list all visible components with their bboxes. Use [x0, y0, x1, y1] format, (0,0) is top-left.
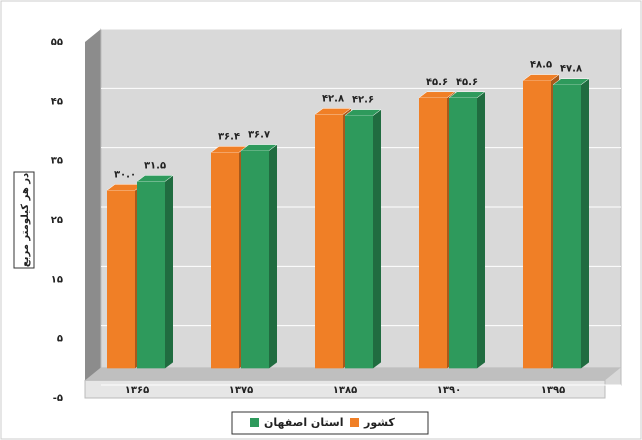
- bar: [137, 181, 165, 369]
- legend-label: کشور: [363, 416, 395, 429]
- bar: [107, 190, 135, 369]
- bar: [211, 152, 239, 369]
- y-tick-label: ۴۵: [51, 96, 63, 107]
- legend-swatch: [350, 418, 359, 427]
- bar-side: [477, 91, 485, 369]
- y-axis-label-group: در هر کیلومتر مربع: [13, 171, 35, 269]
- left-wall: [85, 29, 101, 398]
- y-tick-label: ۱۵: [51, 274, 63, 285]
- bar: [523, 80, 551, 369]
- bar: [345, 115, 373, 369]
- value-label: ۴۸.۵: [530, 60, 552, 71]
- bar-side: [165, 175, 173, 369]
- x-tick-label: ۱۳۸۵: [333, 385, 357, 396]
- y-tick-label: ۵: [57, 334, 63, 345]
- y-tick-label: -۵: [53, 393, 63, 404]
- value-label: ۳۱.۵: [144, 160, 166, 171]
- y-tick-label: ۲۵: [51, 215, 63, 226]
- bar-side: [373, 109, 381, 369]
- y-tick-label: ۳۵: [51, 156, 63, 167]
- bar-side: [269, 144, 277, 369]
- x-tick-label: ۱۳۹۵: [541, 385, 565, 396]
- bar: [241, 150, 269, 369]
- value-label: ۴۲.۸: [322, 93, 344, 104]
- bar: [553, 84, 581, 369]
- y-tick-label: ۵۵: [51, 37, 63, 48]
- legend-swatch: [250, 418, 259, 427]
- legend-label: استان اصفهان: [264, 416, 344, 429]
- value-label: ۳۶.۴: [218, 131, 240, 142]
- bar-side: [581, 78, 589, 369]
- value-label: ۴۷.۸: [560, 64, 582, 75]
- bar: [419, 97, 447, 369]
- value-label: ۳۰.۰: [114, 169, 136, 180]
- y-axis-label: در هر کیلومتر مربع: [20, 173, 31, 267]
- floor: [85, 367, 621, 381]
- x-tick-label: ۱۳۷۵: [229, 385, 253, 396]
- value-label: ۴۵.۶: [426, 77, 448, 88]
- bar: [315, 114, 343, 369]
- legend-box: [231, 411, 429, 435]
- x-tick-label: ۱۳۶۵: [125, 385, 149, 396]
- value-label: ۴۲.۶: [352, 95, 374, 106]
- value-label: ۳۶.۷: [248, 130, 270, 141]
- bar: [449, 97, 477, 369]
- y-axis-label-box: [13, 171, 35, 269]
- x-tick-label: ۱۳۹۰: [437, 385, 461, 396]
- value-label: ۴۵.۶: [456, 77, 478, 88]
